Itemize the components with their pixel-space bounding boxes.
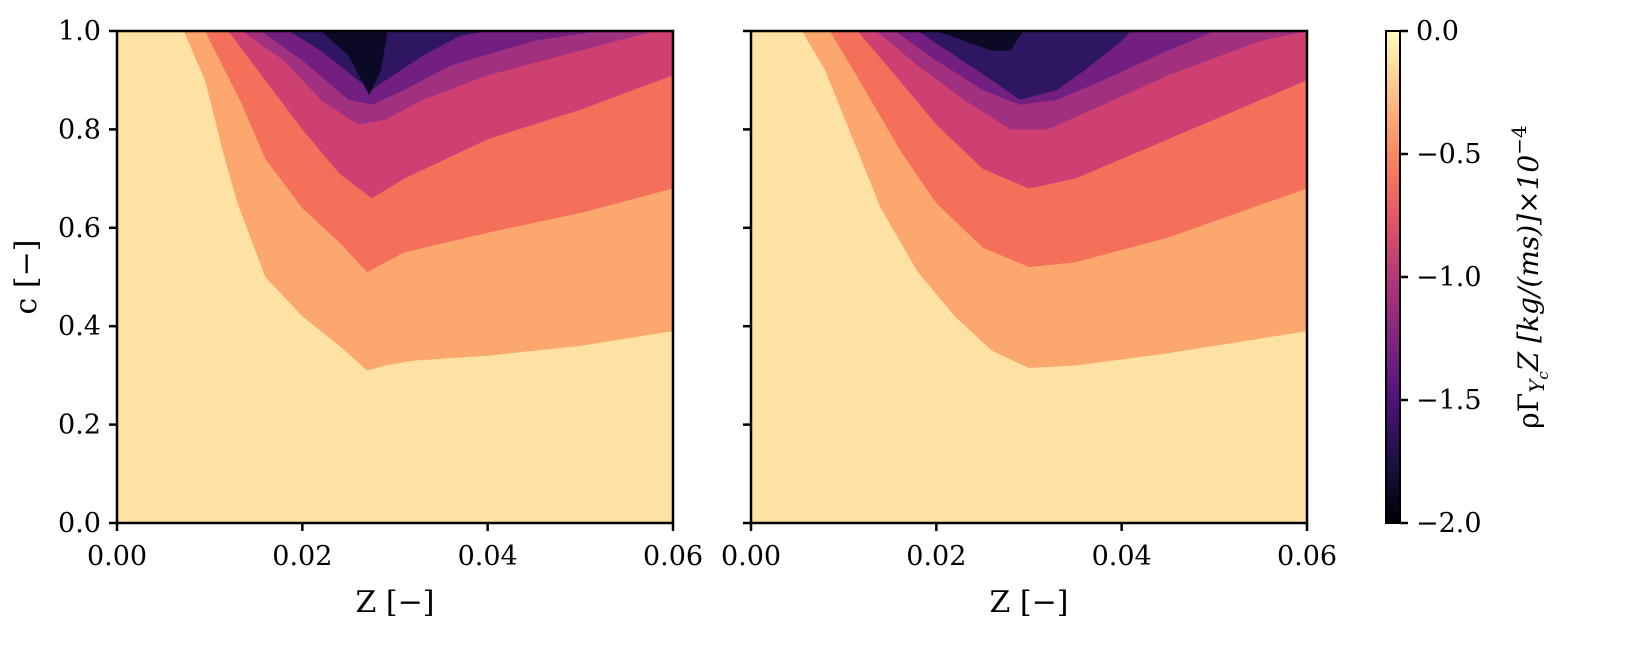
colorbar: 0.0 −0.5 −1.0 −1.5 −2.0 ρΓYcZ [kg/(ms)]×10−4 [1385,16,1552,539]
left-x-ticks: 0.00 0.02 0.04 0.06 [87,523,703,572]
x-tick-label: 0.04 [1092,541,1152,572]
left-y-axis-label: c [−] [9,240,44,315]
right-panel-frame [749,29,1309,525]
y-tick-label: 0.6 [58,213,101,244]
right-y-ticks [743,29,751,525]
x-tick-label: 0.02 [906,541,966,572]
colorbar-tick-label: −2.0 [1416,508,1482,539]
left-contour-fills [183,31,673,371]
colorbar-tick-label: −1.0 [1416,262,1482,293]
left-contour-panel: 0.00 0.02 0.04 0.06 0.0 0.2 0.4 0.6 0.8 1.0 Z [−… [9,16,703,620]
right-contour-panel: 0.00 0.02 0.04 0.06 Z [−] [721,29,1337,620]
y-tick-label: 0.8 [58,114,101,145]
x-tick-label: 0.00 [721,541,781,572]
y-tick-label: 0.2 [58,410,101,441]
contour-band-6 [320,31,673,95]
right-contour-fills [801,31,1307,369]
right-x-ticks: 0.00 0.02 0.04 0.06 [721,523,1337,572]
right-x-axis-label: Z [−] [990,585,1069,620]
contour-band-5 [917,31,1307,100]
left-x-axis-label: Z [−] [356,585,435,620]
x-tick-label: 0.06 [643,541,703,572]
colorbar-tick-label: −1.5 [1416,385,1482,416]
y-tick-label: 0.4 [58,311,101,342]
x-tick-label: 0.04 [458,541,518,572]
colorbar-label: ρΓYcZ [kg/(ms)]×10−4 [1507,125,1552,428]
contour-band-6 [936,31,1307,51]
x-tick-label: 0.00 [87,541,147,572]
y-tick-label: 1.0 [58,16,101,47]
y-tick-label: 0.0 [58,508,101,539]
colorbar-gradient [1385,30,1401,524]
x-tick-label: 0.02 [272,541,332,572]
colorbar-tick-label: −0.5 [1416,139,1482,170]
x-tick-label: 0.06 [1277,541,1337,572]
left-panel-frame [115,29,675,525]
colorbar-tick-label: 0.0 [1416,16,1459,47]
colorbar-ticks: 0.0 −0.5 −1.0 −1.5 −2.0 [1400,16,1482,539]
left-y-ticks: 0.0 0.2 0.4 0.6 0.8 1.0 [58,16,117,539]
